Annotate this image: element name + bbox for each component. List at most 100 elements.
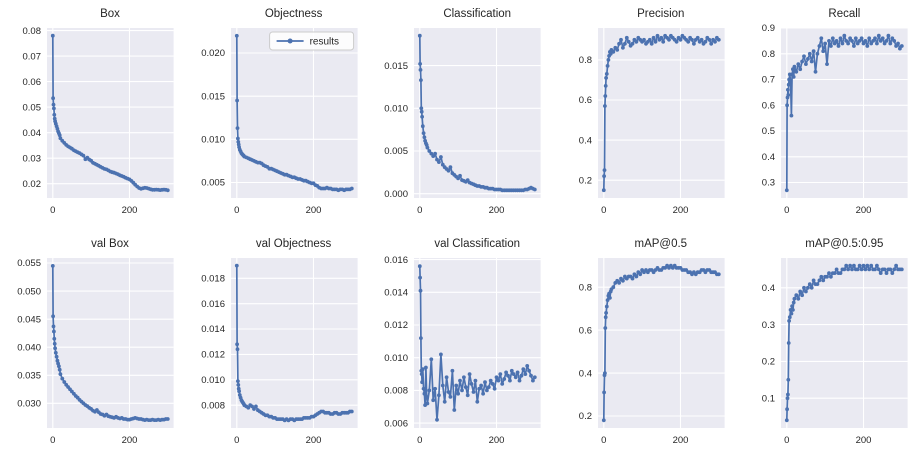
svg-text:0: 0 [601, 205, 606, 216]
svg-text:0.1: 0.1 [762, 393, 775, 404]
svg-text:0.4: 0.4 [579, 135, 592, 146]
svg-text:0.005: 0.005 [384, 146, 408, 157]
svg-text:0.3: 0.3 [762, 320, 775, 331]
svg-text:0.012: 0.012 [201, 350, 225, 361]
subplot-val-classification: val Classification 0.006 0.008 0.010 0.012 0… [367, 230, 551, 460]
chart-title: Box [100, 8, 120, 20]
svg-text:0.050: 0.050 [17, 286, 41, 297]
subplot-precision: Precision 0.2 0.4 0.6 0.8 0 200 [551, 0, 735, 230]
objectness-loss-chart: 0.005 0.010 0.015 0.020 0 200 results [201, 28, 358, 216]
svg-text:0.010: 0.010 [201, 375, 225, 386]
svg-text:0.010: 0.010 [384, 104, 408, 115]
svg-text:0.016: 0.016 [384, 255, 408, 266]
chart-title: Precision [637, 8, 685, 20]
recall-chart: 0.3 0.4 0.5 0.6 0.7 0.8 0.9 0 200 [762, 23, 908, 216]
svg-text:0.4: 0.4 [762, 283, 775, 294]
subplot-val-box: val Box 0.030 0.035 0.040 0.045 0.050 0.055 0 2… [0, 230, 184, 460]
svg-text:0.02: 0.02 [23, 179, 41, 190]
precision-chart: 0.2 0.4 0.6 0.8 0 200 [579, 28, 725, 216]
svg-text:0.07: 0.07 [23, 51, 41, 62]
svg-text:0.008: 0.008 [201, 400, 225, 411]
svg-text:0.015: 0.015 [201, 91, 225, 102]
subplot-map50-95: mAP@0.5:0.95 0.1 0.2 0.3 0.4 0 200 [734, 230, 918, 460]
subplot-val-objectness: val Objectness 0.008 0.010 0.012 0.014 0.016… [184, 230, 368, 460]
svg-text:200: 200 [672, 205, 688, 216]
svg-text:200: 200 [489, 205, 505, 216]
svg-text:0.2: 0.2 [579, 175, 592, 186]
svg-text:0.8: 0.8 [579, 282, 592, 293]
chart-title: Recall [828, 8, 861, 20]
svg-text:200: 200 [856, 205, 872, 216]
svg-text:0.005: 0.005 [201, 178, 225, 189]
chart-title: Objectness [264, 8, 323, 20]
svg-text:0.010: 0.010 [384, 353, 408, 364]
svg-text:0: 0 [234, 435, 239, 446]
chart-title: mAP@0.5:0.95 [805, 238, 884, 250]
map50-chart: 0.2 0.4 0.6 0.8 0 200 [579, 258, 725, 446]
svg-text:200: 200 [122, 435, 138, 446]
svg-text:0.4: 0.4 [579, 368, 592, 379]
svg-text:0.040: 0.040 [17, 342, 41, 353]
svg-text:0: 0 [785, 205, 790, 216]
svg-text:0.4: 0.4 [762, 152, 775, 163]
svg-text:200: 200 [489, 435, 505, 446]
subplot-recall: Recall 0.3 0.4 0.5 0.6 0.7 0.8 0.9 0 200 [734, 0, 918, 230]
svg-text:0.3: 0.3 [762, 178, 775, 189]
map50-95-chart: 0.1 0.2 0.3 0.4 0 200 [762, 258, 908, 446]
svg-text:0: 0 [601, 435, 606, 446]
svg-text:0.9: 0.9 [762, 23, 775, 34]
svg-text:0.8: 0.8 [762, 49, 775, 60]
svg-text:0.5: 0.5 [762, 126, 775, 137]
svg-text:0.06: 0.06 [23, 77, 41, 88]
svg-text:0.6: 0.6 [579, 325, 592, 336]
svg-text:0.020: 0.020 [201, 48, 225, 59]
svg-text:0.018: 0.018 [201, 273, 225, 284]
svg-text:0.008: 0.008 [384, 386, 408, 397]
svg-text:0.006: 0.006 [384, 418, 408, 429]
svg-text:0.8: 0.8 [579, 55, 592, 66]
svg-text:0.055: 0.055 [17, 258, 41, 269]
subplot-objectness: Objectness 0.005 0.010 0.015 0.020 0 200 resul… [184, 0, 368, 230]
svg-text:0.6: 0.6 [762, 101, 775, 112]
svg-text:0.016: 0.016 [201, 299, 225, 310]
classification-loss-chart: 0.000 0.005 0.010 0.015 0 200 [384, 28, 541, 216]
svg-text:200: 200 [672, 435, 688, 446]
svg-text:0: 0 [50, 205, 55, 216]
svg-text:0.012: 0.012 [384, 320, 408, 331]
chart-title: Classification [443, 8, 512, 20]
svg-text:0.030: 0.030 [17, 398, 41, 409]
svg-text:0.05: 0.05 [23, 102, 41, 113]
subplot-classification: Classification 0.000 0.005 0.010 0.015 0 200 [367, 0, 551, 230]
svg-text:0.035: 0.035 [17, 370, 41, 381]
svg-text:0.08: 0.08 [23, 26, 41, 37]
val-box-loss-chart: 0.030 0.035 0.040 0.045 0.050 0.055 0 200 [17, 258, 174, 446]
legend: results [268, 31, 354, 51]
svg-text:0.015: 0.015 [384, 61, 408, 72]
svg-text:0.6: 0.6 [579, 95, 592, 106]
subplot-map50: mAP@0.5 0.2 0.4 0.6 0.8 0 200 [551, 230, 735, 460]
svg-text:0.000: 0.000 [384, 189, 408, 200]
val-objectness-loss-chart: 0.008 0.010 0.012 0.014 0.016 0.018 0 200 [201, 258, 358, 446]
svg-text:0.7: 0.7 [762, 75, 775, 86]
svg-text:0: 0 [50, 435, 55, 446]
svg-text:0.03: 0.03 [23, 153, 41, 164]
svg-text:0: 0 [417, 205, 422, 216]
chart-title: mAP@0.5 [634, 238, 688, 250]
svg-text:results: results [309, 36, 338, 47]
svg-text:200: 200 [856, 435, 872, 446]
svg-text:200: 200 [305, 435, 321, 446]
svg-text:0.014: 0.014 [384, 288, 408, 299]
svg-text:0.014: 0.014 [201, 324, 225, 335]
svg-text:0.010: 0.010 [201, 134, 225, 145]
chart-title: val Classification [434, 238, 521, 250]
box-loss-chart: 0.02 0.03 0.04 0.05 0.06 0.07 0.08 0 200 [23, 26, 174, 216]
svg-text:200: 200 [122, 205, 138, 216]
svg-text:0: 0 [234, 205, 239, 216]
svg-text:0.045: 0.045 [17, 314, 41, 325]
svg-text:0.2: 0.2 [762, 357, 775, 368]
chart-title: val Objectness [255, 238, 332, 250]
chart-title: val Box [91, 238, 129, 250]
svg-text:0: 0 [785, 435, 790, 446]
subplot-box: Box 0.02 0.03 0.04 0.05 0.06 0.07 0.08 0 200 [0, 0, 184, 230]
